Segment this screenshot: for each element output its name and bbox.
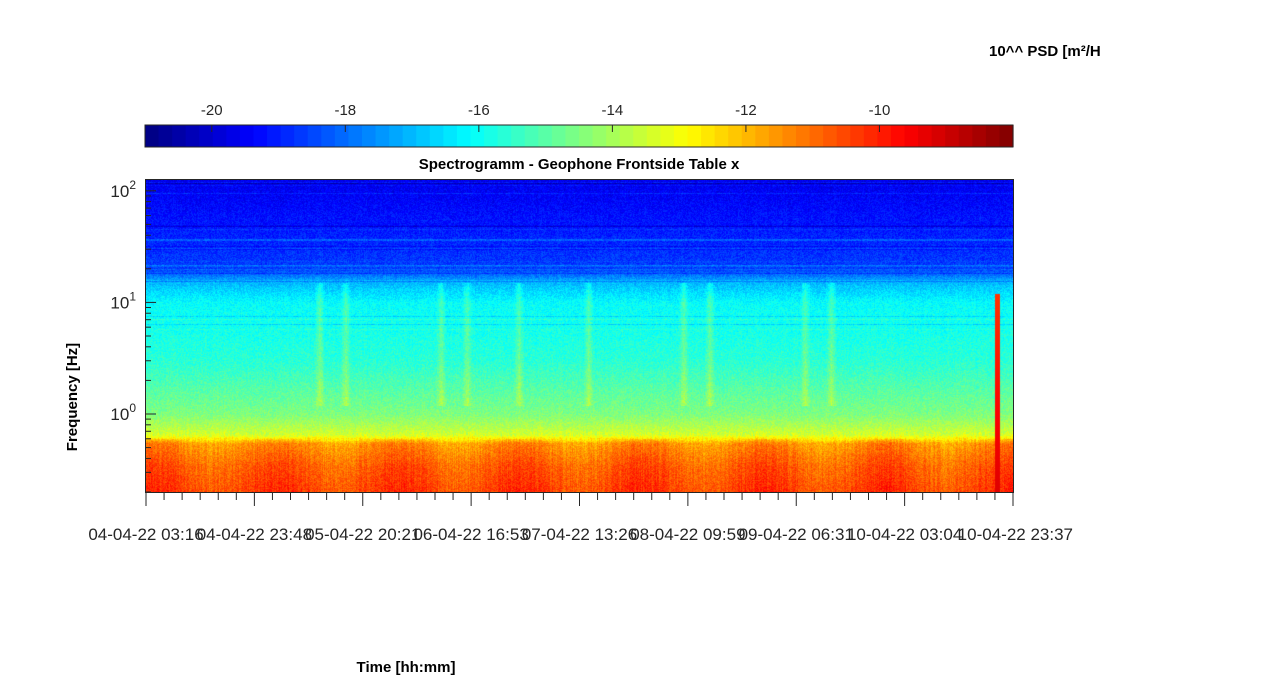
colorbar-swatch (416, 125, 431, 147)
x-tick-label: 04-04-22 23:48 (197, 525, 312, 544)
colorbar-swatch (836, 125, 851, 147)
colorbar-swatch (619, 125, 634, 147)
colorbar-swatch (294, 125, 309, 147)
colorbar-swatch (741, 125, 756, 147)
colorbar-swatch (768, 125, 784, 147)
colorbar-swatch (565, 125, 580, 147)
colorbar-swatch (199, 125, 214, 147)
colorbar-swatch (999, 125, 1014, 147)
colorbar-swatch (321, 125, 336, 147)
colorbar-swatch (470, 125, 485, 147)
colorbar-swatch (646, 125, 661, 147)
colorbar-swatch (497, 125, 512, 147)
colorbar-swatch (524, 125, 539, 147)
colorbar-swatch (673, 125, 689, 147)
colorbar-swatch (239, 125, 255, 147)
colorbar-swatch (253, 125, 268, 147)
colorbar-swatch (714, 125, 729, 147)
x-tick-label: 07-04-22 13:26 (522, 525, 637, 544)
y-tick-label: 101 (110, 289, 136, 312)
colorbar-swatch (728, 125, 743, 147)
colorbar-swatch (538, 125, 553, 147)
colorbar-label: 10^^ PSD [m²/H (989, 43, 1101, 60)
colorbar-swatch (226, 125, 241, 147)
colorbar-swatch (551, 125, 567, 147)
colorbar-swatch (348, 125, 363, 147)
x-tick-label: 10-04-22 23:37 (958, 525, 1073, 544)
colorbar-swatch (850, 125, 865, 147)
colorbar-swatch (606, 125, 621, 147)
colorbar-swatch (402, 125, 417, 147)
colorbar-tick-label: -18 (334, 102, 356, 119)
x-tick-label: 05-04-22 20:21 (305, 525, 420, 544)
colorbar-swatch (456, 125, 472, 147)
colorbar-swatch (592, 125, 607, 147)
x-tick-label: 10-04-22 03:04 (847, 525, 962, 544)
colorbar-swatch (904, 125, 919, 147)
colorbar-swatch (809, 125, 824, 147)
colorbar-swatch (796, 125, 811, 147)
colorbar-swatch (307, 125, 322, 147)
colorbar-swatch (687, 125, 702, 147)
colorbar-swatch (755, 125, 770, 147)
colorbar-swatch (443, 125, 458, 147)
x-tick-label: 08-04-22 09:59 (630, 525, 745, 544)
x-tick-label: 09-04-22 06:31 (739, 525, 854, 544)
colorbar-swatch (701, 125, 716, 147)
colorbar-swatch (511, 125, 526, 147)
x-tick-label: 06-04-22 16:53 (413, 525, 528, 544)
colorbar-swatch (863, 125, 878, 147)
colorbar-swatch (972, 125, 987, 147)
colorbar: 10^^ PSD [m²/H -20 -18 -16 -14 -12 -10 (144, 43, 1101, 148)
colorbar-swatch (362, 125, 377, 147)
colorbar-swatch (389, 125, 404, 147)
colorbar-swatches (145, 125, 1014, 147)
colorbar-swatch (375, 125, 390, 147)
spectrogram-image (146, 180, 1013, 492)
y-tick-label: 100 (110, 401, 136, 424)
colorbar-tick-label: -10 (869, 102, 891, 119)
colorbar-swatch (890, 125, 906, 147)
colorbar-ticks: -20 -18 -16 -14 -12 -10 (201, 102, 890, 132)
colorbar-swatch (267, 125, 282, 147)
colorbar-swatch (782, 125, 797, 147)
colorbar-swatch (145, 125, 160, 147)
x-axis-label: Time [hh:mm] (357, 659, 456, 676)
chart-title: Spectrogramm - Geophone Frontside Table … (419, 156, 740, 173)
colorbar-swatch (945, 125, 960, 147)
colorbar-swatch (280, 125, 295, 147)
colorbar-swatch (931, 125, 946, 147)
colorbar-swatch (172, 125, 187, 147)
colorbar-frame (144, 124, 1014, 148)
colorbar-tick-label: -12 (735, 102, 757, 119)
colorbar-tick-label: -16 (468, 102, 490, 119)
colorbar-tick-label: -20 (201, 102, 223, 119)
colorbar-swatch (484, 125, 499, 147)
colorbar-swatch (918, 125, 933, 147)
colorbar-swatch (185, 125, 200, 147)
y-axis: 100 101 102 (110, 178, 156, 493)
colorbar-tick-label: -14 (602, 102, 624, 119)
colorbar-swatch (334, 125, 350, 147)
colorbar-swatch (823, 125, 838, 147)
colorbar-swatch (877, 125, 892, 147)
colorbar-swatch (212, 125, 227, 147)
colorbar-swatch (429, 125, 444, 147)
y-axis-label: Frequency [Hz] (64, 343, 81, 451)
colorbar-swatch (958, 125, 973, 147)
colorbar-swatch (579, 125, 594, 147)
y-tick-label: 102 (110, 178, 136, 201)
colorbar-swatch (633, 125, 648, 147)
colorbar-swatch (985, 125, 1001, 147)
x-tick-label: 04-04-22 03:16 (88, 525, 203, 544)
colorbar-swatch (158, 125, 173, 147)
colorbar-swatch (660, 125, 675, 147)
